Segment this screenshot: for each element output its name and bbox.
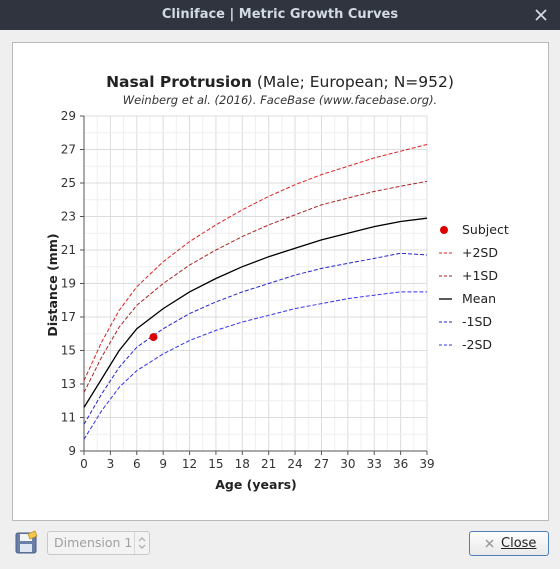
y-axis-label: Distance (mm) bbox=[45, 233, 60, 336]
y-tick-label: 11 bbox=[61, 411, 76, 425]
y-tick-label: 23 bbox=[61, 210, 76, 224]
chart-legend: Subject +2SD +1SD Mean -1SD -2SD bbox=[439, 222, 509, 352]
y-tick-label: 19 bbox=[61, 277, 76, 291]
legend-label: Subject bbox=[462, 222, 509, 237]
y-tick-label: 17 bbox=[61, 310, 76, 324]
x-axis-label: Age (years) bbox=[215, 477, 297, 492]
x-tick-label: 30 bbox=[340, 457, 355, 471]
legend-marker-subject bbox=[440, 226, 448, 234]
x-tick-label: 39 bbox=[419, 457, 434, 471]
dimension-value: Dimension 1 bbox=[54, 535, 133, 550]
y-tick-label: 13 bbox=[61, 377, 76, 391]
subject-point bbox=[149, 333, 158, 342]
series-line--1SD bbox=[83, 252, 428, 425]
x-tick-label: 33 bbox=[367, 457, 382, 471]
y-tick-label: 9 bbox=[68, 444, 76, 458]
series-line-Mean bbox=[83, 217, 428, 408]
close-button[interactable]: Close bbox=[469, 531, 549, 556]
close-button-label: Close bbox=[501, 536, 537, 551]
x-tick-label: 24 bbox=[287, 457, 302, 471]
legend-label: -2SD bbox=[462, 337, 492, 352]
x-tick-label: 12 bbox=[182, 457, 197, 471]
x-tick-label: 36 bbox=[393, 457, 408, 471]
growth-chart: 0 3 6 9 12 15 18 21 24 27 30 33 36 399111315171921232… bbox=[45, 73, 509, 492]
window-close-icon[interactable] bbox=[532, 6, 550, 24]
y-tick-label: 25 bbox=[61, 176, 76, 190]
chart-title-bold: Nasal Protrusion bbox=[106, 73, 252, 91]
y-tick-label: 15 bbox=[61, 344, 76, 358]
legend-label: +1SD bbox=[462, 268, 498, 283]
chart-subtitle: Weinberg et al. (2016). FaceBase (www.fa… bbox=[123, 93, 437, 107]
y-tick-label: 21 bbox=[61, 243, 76, 257]
legend-label: Mean bbox=[462, 291, 496, 306]
chart-title-rest: (Male; European; N=952) bbox=[257, 73, 454, 91]
x-tick-label: 27 bbox=[314, 457, 329, 471]
growth-chart-panel: 0 3 6 9 12 15 18 21 24 27 30 33 36 39 9 11 13 15 17 19 21 23 2… bbox=[12, 42, 549, 521]
legend-label: +2SD bbox=[462, 245, 498, 260]
chart-title: Nasal Protrusion (Male; European; N=952) bbox=[106, 73, 454, 91]
legend-label: -1SD bbox=[462, 314, 492, 329]
spin-arrows-icon[interactable] bbox=[134, 532, 149, 554]
y-tick-label: 27 bbox=[61, 143, 76, 157]
y-tick-label: 29 bbox=[61, 109, 76, 123]
dimension-spinbox[interactable]: Dimension 1 bbox=[47, 531, 150, 555]
close-icon bbox=[485, 539, 494, 548]
x-tick-label: 18 bbox=[235, 457, 250, 471]
series-line-+1SD bbox=[83, 180, 428, 393]
x-tick-label: 0 bbox=[80, 457, 88, 471]
save-icon[interactable] bbox=[13, 530, 39, 556]
x-tick-label: 15 bbox=[208, 457, 223, 471]
x-tick-label: 9 bbox=[159, 457, 167, 471]
series-line-+2SD bbox=[83, 144, 428, 381]
x-tick-label: 6 bbox=[133, 457, 141, 471]
window-title: Cliniface | Metric Growth Curves bbox=[161, 7, 399, 22]
title-bar: Cliniface | Metric Growth Curves bbox=[0, 0, 560, 30]
x-tick-label: 21 bbox=[261, 457, 276, 471]
x-tick-label: 3 bbox=[107, 457, 115, 471]
